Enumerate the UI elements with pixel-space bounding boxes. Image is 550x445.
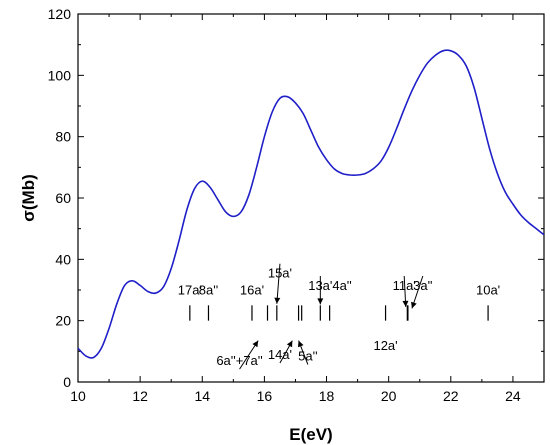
x-tick-label: 10 — [70, 388, 86, 404]
orbital-label: 17a' — [178, 283, 202, 298]
x-tick-label: 20 — [381, 388, 397, 404]
arrow-head — [252, 340, 259, 348]
orbital-label: 14a' — [268, 347, 292, 362]
orbital-label: 6a''+7a'' — [216, 353, 262, 368]
y-tick-label: 40 — [55, 251, 71, 267]
orbital-label: 10a' — [476, 283, 500, 298]
arrow-head — [274, 297, 281, 304]
x-tick-label: 22 — [443, 388, 459, 404]
plot-area: 17a'8a'' 16a'15a'13a' 4a'' 11a'3a'' 10a'6a''… — [77, 49, 545, 370]
x-tick-label: 18 — [319, 388, 335, 404]
orbital-label: 5a'' — [298, 349, 317, 364]
y-tick-label: 60 — [55, 190, 71, 206]
y-tick-label: 120 — [48, 6, 72, 22]
y-tick-label: 80 — [55, 129, 71, 145]
axes: 10 12 14 16 18 20 22 24 0 20 40 60 80 100 120 — [48, 6, 545, 404]
x-tick-label: 16 — [257, 388, 273, 404]
arrow-head — [411, 301, 417, 309]
orbital-label: 3a'' — [413, 278, 432, 293]
y-tick-label: 20 — [55, 313, 71, 329]
plot-frame — [77, 13, 545, 383]
x-tick-label: 14 — [194, 388, 210, 404]
arrow-head — [317, 298, 324, 305]
orbital-label: 4a'' — [332, 278, 351, 293]
arrow-head — [286, 340, 293, 348]
orbital-label: 16a' — [240, 283, 264, 298]
arrow-head — [402, 300, 409, 307]
orbital-label: 15a' — [268, 266, 292, 281]
annotation-arrow — [276, 263, 281, 304]
cross-section-curve — [77, 49, 545, 359]
x-tick-label: 12 — [132, 388, 148, 404]
axis-labels: E(eV) σ(Mb) — [19, 174, 333, 444]
y-tick-label: 100 — [48, 67, 72, 83]
x-axis-title: E(eV) — [289, 425, 332, 444]
y-axis-title: σ(Mb) — [19, 174, 38, 222]
x-tick-label: 24 — [505, 388, 521, 404]
orbital-label: 12a' — [373, 338, 397, 353]
arrow-head — [297, 340, 304, 348]
y-tick-label: 0 — [63, 374, 71, 390]
orbital-label: 8a'' — [199, 283, 218, 298]
